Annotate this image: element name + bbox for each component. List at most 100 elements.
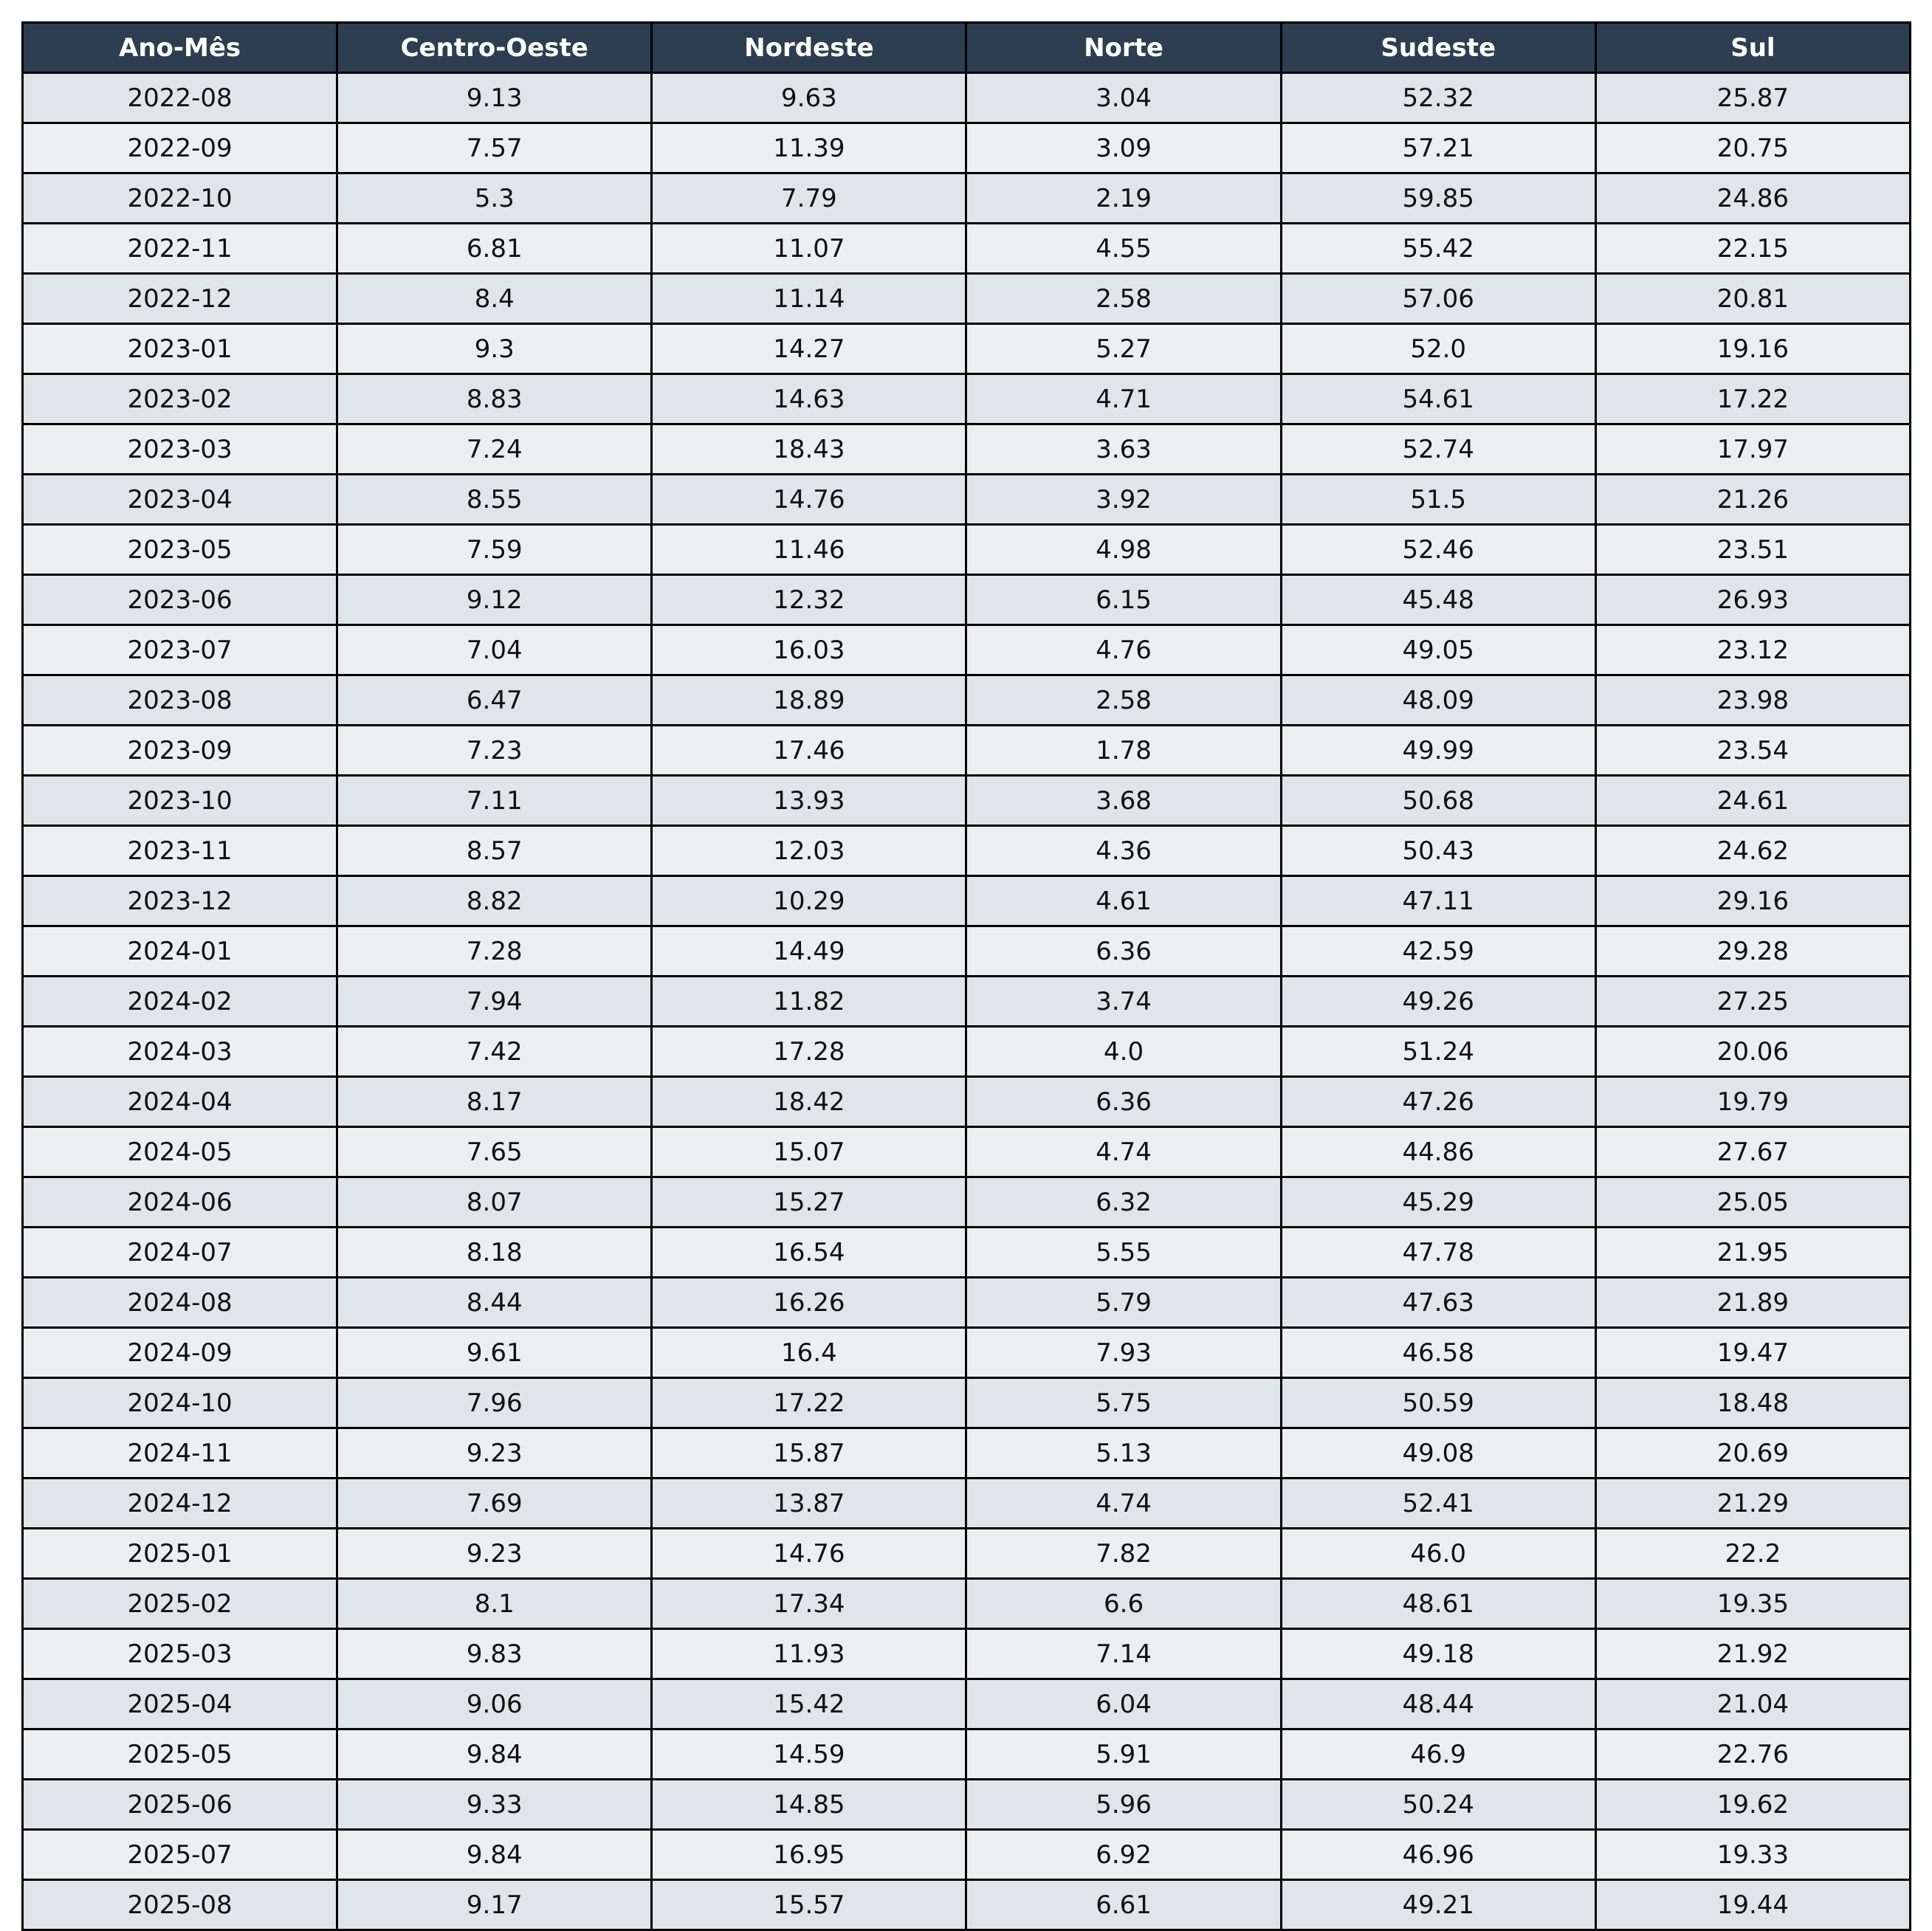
date-cell: 2024-08 — [21, 1276, 339, 1329]
value-cell: 24.61 — [1594, 774, 1912, 827]
table-header: Ano-Mês Centro-Oeste Nordeste Norte Sudeste S… — [21, 21, 1912, 74]
value-cell: 5.79 — [965, 1276, 1282, 1329]
value-cell: 1.78 — [965, 724, 1282, 777]
date-cell: 2025-04 — [21, 1678, 339, 1730]
value-cell: 27.25 — [1594, 975, 1912, 1028]
table-row: 2024-01 7.28 14.49 6.36 42.59 29.28 — [21, 925, 1912, 977]
value-cell: 45.29 — [1279, 1176, 1597, 1228]
value-cell: 5.96 — [965, 1778, 1282, 1831]
value-cell: 18.48 — [1594, 1377, 1912, 1429]
date-cell: 2023-06 — [21, 574, 339, 626]
table-row: 2024-04 8.17 18.42 6.36 47.26 19.79 — [21, 1075, 1912, 1128]
value-cell: 9.23 — [336, 1527, 653, 1580]
value-cell: 7.96 — [336, 1377, 653, 1429]
value-cell: 4.74 — [965, 1477, 1282, 1529]
value-cell: 9.3 — [336, 323, 653, 375]
value-cell: 24.62 — [1594, 825, 1912, 877]
value-cell: 3.68 — [965, 774, 1282, 827]
value-cell: 21.95 — [1594, 1226, 1912, 1278]
value-cell: 12.03 — [650, 825, 968, 877]
value-cell: 46.96 — [1279, 1828, 1597, 1881]
value-cell: 21.89 — [1594, 1276, 1912, 1329]
table-row: 2024-02 7.94 11.82 3.74 49.26 27.25 — [21, 975, 1912, 1028]
value-cell: 7.57 — [336, 122, 653, 174]
table-row: 2025-07 9.84 16.95 6.92 46.96 19.33 — [21, 1828, 1912, 1881]
value-cell: 9.33 — [336, 1778, 653, 1831]
date-cell: 2023-03 — [21, 423, 339, 475]
value-cell: 52.41 — [1279, 1477, 1597, 1529]
table-row: 2025-06 9.33 14.85 5.96 50.24 19.62 — [21, 1778, 1912, 1831]
table-row: 2023-07 7.04 16.03 4.76 49.05 23.12 — [21, 624, 1912, 676]
value-cell: 7.59 — [336, 523, 653, 576]
value-cell: 3.09 — [965, 122, 1282, 174]
table-row: 2023-06 9.12 12.32 6.15 45.48 26.93 — [21, 574, 1912, 626]
value-cell: 7.82 — [965, 1527, 1282, 1580]
value-cell: 19.35 — [1594, 1577, 1912, 1630]
value-cell: 7.11 — [336, 774, 653, 827]
value-cell: 11.93 — [650, 1628, 968, 1680]
value-cell: 20.81 — [1594, 272, 1912, 325]
date-cell: 2024-10 — [21, 1377, 339, 1429]
table-row: 2023-05 7.59 11.46 4.98 52.46 23.51 — [21, 523, 1912, 576]
value-cell: 49.26 — [1279, 975, 1597, 1028]
value-cell: 48.09 — [1279, 674, 1597, 726]
date-cell: 2022-11 — [21, 222, 339, 275]
date-cell: 2025-02 — [21, 1577, 339, 1630]
value-cell: 14.27 — [650, 323, 968, 375]
value-cell: 50.68 — [1279, 774, 1597, 827]
value-cell: 21.29 — [1594, 1477, 1912, 1529]
table-row: 2024-06 8.07 15.27 6.32 45.29 25.05 — [21, 1176, 1912, 1228]
value-cell: 7.65 — [336, 1126, 653, 1178]
value-cell: 17.34 — [650, 1577, 968, 1630]
date-cell: 2024-07 — [21, 1226, 339, 1278]
value-cell: 2.19 — [965, 172, 1282, 224]
value-cell: 9.84 — [336, 1828, 653, 1881]
value-cell: 5.75 — [965, 1377, 1282, 1429]
value-cell: 7.93 — [965, 1326, 1282, 1379]
value-cell: 10.29 — [650, 875, 968, 927]
value-cell: 7.69 — [336, 1477, 653, 1529]
value-cell: 6.04 — [965, 1678, 1282, 1730]
date-cell: 2024-05 — [21, 1126, 339, 1178]
value-cell: 57.21 — [1279, 122, 1597, 174]
value-cell: 22.2 — [1594, 1527, 1912, 1580]
value-cell: 6.15 — [965, 574, 1282, 626]
table-row: 2024-05 7.65 15.07 4.74 44.86 27.67 — [21, 1126, 1912, 1178]
value-cell: 52.0 — [1279, 323, 1597, 375]
value-cell: 17.22 — [1594, 373, 1912, 425]
table-row: 2025-05 9.84 14.59 5.91 46.9 22.76 — [21, 1728, 1912, 1780]
value-cell: 14.76 — [650, 1527, 968, 1580]
date-cell: 2022-09 — [21, 122, 339, 174]
column-header: Norte — [965, 21, 1282, 74]
value-cell: 22.76 — [1594, 1728, 1912, 1780]
value-cell: 7.24 — [336, 423, 653, 475]
value-cell: 15.87 — [650, 1427, 968, 1479]
value-cell: 9.63 — [650, 72, 968, 124]
value-cell: 8.18 — [336, 1226, 653, 1278]
date-cell: 2024-06 — [21, 1176, 339, 1228]
column-header: Sudeste — [1279, 21, 1597, 74]
column-header: Ano-Mês — [21, 21, 339, 74]
value-cell: 8.82 — [336, 875, 653, 927]
value-cell: 6.36 — [965, 1075, 1282, 1128]
value-cell: 6.6 — [965, 1577, 1282, 1630]
value-cell: 23.51 — [1594, 523, 1912, 576]
value-cell: 19.16 — [1594, 323, 1912, 375]
value-cell: 14.49 — [650, 925, 968, 977]
value-cell: 13.93 — [650, 774, 968, 827]
date-cell: 2022-12 — [21, 272, 339, 325]
value-cell: 3.04 — [965, 72, 1282, 124]
value-cell: 6.81 — [336, 222, 653, 275]
value-cell: 4.0 — [965, 1025, 1282, 1078]
data-table-container: Ano-Mês Centro-Oeste Nordeste Norte Sudeste S… — [21, 21, 1912, 1931]
value-cell: 54.61 — [1279, 373, 1597, 425]
date-cell: 2023-07 — [21, 624, 339, 676]
value-cell: 5.3 — [336, 172, 653, 224]
value-cell: 21.04 — [1594, 1678, 1912, 1730]
value-cell: 2.58 — [965, 272, 1282, 325]
value-cell: 8.57 — [336, 825, 653, 877]
value-cell: 49.08 — [1279, 1427, 1597, 1479]
value-cell: 7.42 — [336, 1025, 653, 1078]
table-row: 2025-03 9.83 11.93 7.14 49.18 21.92 — [21, 1628, 1912, 1680]
value-cell: 42.59 — [1279, 925, 1597, 977]
